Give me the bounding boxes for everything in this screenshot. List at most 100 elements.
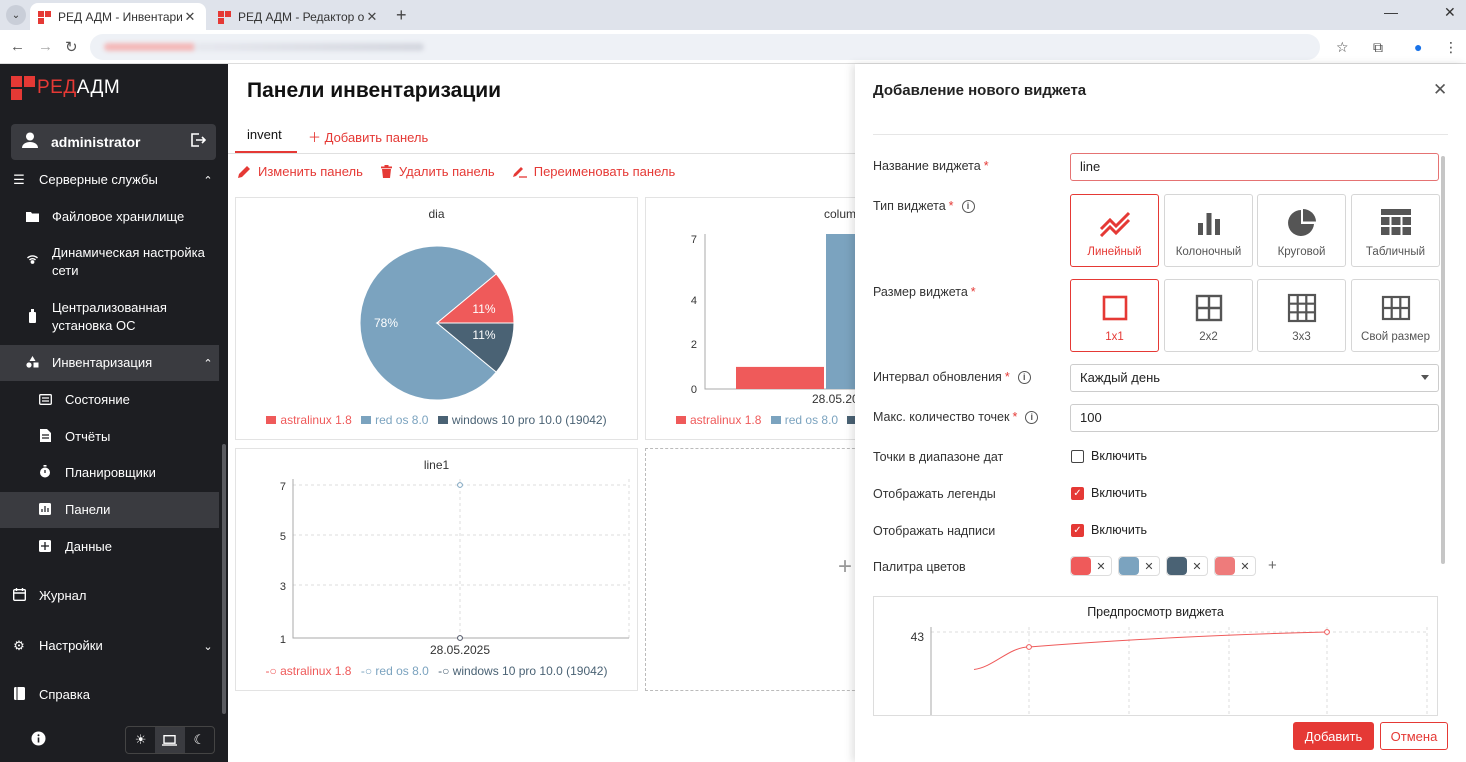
info-icon[interactable]: i xyxy=(1017,370,1031,384)
remove-color-icon[interactable]: ✕ xyxy=(1096,560,1106,573)
close-window-icon[interactable]: ✕ xyxy=(1444,4,1456,20)
legend-item[interactable]: astralinux 1.8 xyxy=(676,413,761,427)
close-tab-icon[interactable]: ✕ xyxy=(184,8,196,24)
dialog-title: Добавление нового виджета xyxy=(873,82,1087,99)
browser-tab-active[interactable]: РЕД АДМ - Инвентаризация ✕ xyxy=(30,3,206,30)
menu-dhcp[interactable]: Динамическая настройка сети xyxy=(0,244,219,280)
legend-item[interactable]: astralinux 1.8 xyxy=(266,413,352,427)
cancel-button[interactable]: Отмена xyxy=(1380,722,1448,750)
info-icon[interactable]: i xyxy=(1025,410,1039,424)
interval-select[interactable]: Каждый день xyxy=(1070,364,1439,392)
legend-item[interactable]: red os 8.0 xyxy=(361,413,428,427)
dark-theme-icon[interactable]: ☾ xyxy=(193,732,206,747)
date-range-checkbox[interactable]: Включить xyxy=(1071,449,1147,463)
add-panel-button[interactable]: ＋ Добавить панель xyxy=(308,127,428,146)
legend-item[interactable]: red os 8.0 xyxy=(770,413,839,427)
menu-os-install[interactable]: Централизованная установка ОС xyxy=(0,299,219,335)
menu-inv-panels[interactable]: Панели xyxy=(0,492,219,528)
close-icon[interactable]: ✕ xyxy=(1433,80,1448,99)
y-tick-label: 7 xyxy=(280,481,286,493)
app-logo[interactable]: РЕДАДМ xyxy=(11,76,120,100)
menu-inv-data[interactable]: Данные xyxy=(0,537,219,557)
size-2x2-tile[interactable]: 2x2 xyxy=(1164,279,1253,352)
size-1x1-tile[interactable]: 1x1 xyxy=(1070,279,1159,352)
type-line-tile[interactable]: Линейный xyxy=(1070,194,1159,267)
y-tick-label: 7 xyxy=(691,234,697,246)
type-table-tile[interactable]: Табличный xyxy=(1351,194,1440,267)
logout-icon[interactable] xyxy=(190,132,207,153)
add-button[interactable]: Добавить xyxy=(1293,722,1374,750)
legend-label: red os 8.0 xyxy=(784,413,839,427)
dialog-scrollbar[interactable] xyxy=(1441,156,1445,564)
menu-journal[interactable]: Журнал xyxy=(0,586,219,606)
remove-color-icon[interactable]: ✕ xyxy=(1144,560,1154,573)
menu-inv-schedulers[interactable]: Планировщики xyxy=(0,463,219,483)
checkbox-label: Включить xyxy=(1091,449,1148,463)
profile-icon[interactable]: ● xyxy=(1414,39,1423,55)
reload-icon[interactable]: ↻ xyxy=(65,39,78,56)
edit-panel-button[interactable]: Изменить панель xyxy=(238,164,363,179)
legend-item[interactable]: -○ astralinux 1.8 xyxy=(266,664,352,678)
browser-tab[interactable]: РЕД АДМ - Редактор об ✕ xyxy=(210,3,388,30)
widget-pie[interactable]: dia 78% 11% 11% astralinux 1.8 red os 8.… xyxy=(235,197,638,440)
add-widget-slot[interactable]: + xyxy=(645,448,865,691)
x-tick-label: 28.05.2025 xyxy=(430,643,490,657)
chevron-down-icon: ⌄ xyxy=(203,640,213,653)
x-tick-label: 28.05.20 xyxy=(812,392,859,406)
size-3x3-tile[interactable]: 3x3 xyxy=(1257,279,1346,352)
menu-help[interactable]: Справка xyxy=(0,685,219,705)
grid-2x2-icon xyxy=(1165,288,1252,328)
menu-inv-state[interactable]: Состояние xyxy=(0,390,219,410)
rename-panel-button[interactable]: Переименовать панель xyxy=(512,164,675,179)
widget-name-input[interactable]: line xyxy=(1070,153,1439,181)
close-tab-icon[interactable]: ✕ xyxy=(366,8,378,24)
menu-inv-reports[interactable]: Отчёты xyxy=(0,427,219,447)
axis xyxy=(292,479,629,639)
system-theme-icon[interactable] xyxy=(155,727,185,753)
captions-checkbox[interactable]: ✓ Включить xyxy=(1071,523,1147,537)
bookmark-star-icon[interactable]: ☆ xyxy=(1336,39,1349,55)
user-icon xyxy=(21,131,43,154)
tab-invent[interactable]: invent xyxy=(247,127,282,142)
menu-settings[interactable]: ⚙ Настройки ⌄ xyxy=(0,636,219,656)
legend-item[interactable]: -○ red os 8.0 xyxy=(361,664,429,678)
legend-checkbox[interactable]: ✓ Включить xyxy=(1071,486,1147,500)
legend-item[interactable] xyxy=(847,413,861,427)
info-icon[interactable]: i xyxy=(961,199,975,213)
interval-value: Каждый день xyxy=(1080,370,1161,385)
light-theme-icon[interactable]: ☀ xyxy=(134,732,147,747)
size-custom-tile[interactable]: Свой размер xyxy=(1351,279,1440,352)
back-icon[interactable]: ← xyxy=(10,38,25,55)
widget-line[interactable]: line1 7 5 3 1 28.05.2025 -○ astralinux 1… xyxy=(235,448,638,691)
legend-item[interactable]: windows 10 pro 10.0 (19042) xyxy=(437,413,607,427)
legend-item[interactable]: -○ windows 10 pro 10.0 (19042) xyxy=(438,664,607,678)
extensions-icon[interactable]: ⧉ xyxy=(1373,39,1383,55)
tab-search-icon[interactable]: ⌄ xyxy=(6,5,26,25)
address-bar[interactable] xyxy=(90,34,1320,60)
remove-color-icon[interactable]: ✕ xyxy=(1192,560,1202,573)
sidebar-scrollbar[interactable] xyxy=(222,444,226,714)
delete-panel-button[interactable]: Удалить панель xyxy=(380,164,495,179)
new-tab-button[interactable]: + xyxy=(396,5,407,25)
palette-color-chip[interactable]: ✕ xyxy=(1118,556,1160,576)
tile-label: Круговой xyxy=(1277,246,1326,258)
info-icon[interactable] xyxy=(31,731,46,749)
type-column-tile[interactable]: Колоночный xyxy=(1164,194,1253,267)
type-pie-tile[interactable]: Круговой xyxy=(1257,194,1346,267)
minimize-icon[interactable]: — xyxy=(1384,4,1398,20)
palette-color-chip[interactable]: ✕ xyxy=(1070,556,1112,576)
sidebar-footer: ☀ ☾ xyxy=(0,714,228,762)
palette-color-chip[interactable]: ✕ xyxy=(1214,556,1256,576)
menu-server-services[interactable]: ☰ Серверные службы ⌃ xyxy=(0,170,219,190)
max-points-input[interactable]: 100 xyxy=(1070,404,1439,432)
chart-legend: -○ astralinux 1.8 -○ red os 8.0 -○ windo… xyxy=(236,664,637,678)
menu-kebab-icon[interactable]: ⋮ xyxy=(1444,39,1458,55)
menu-file-storage[interactable]: Файловое хранилище xyxy=(0,207,219,227)
remove-color-icon[interactable]: ✕ xyxy=(1240,560,1250,573)
menu-inventory[interactable]: Инвентаризация ⌃ xyxy=(0,345,219,381)
widget-column[interactable]: colum 7 4 2 0 28.05.20 astralinux 1.8 re… xyxy=(645,197,865,440)
add-color-button[interactable]: + xyxy=(1268,557,1277,574)
forward-icon[interactable]: → xyxy=(38,38,53,55)
palette-color-chip[interactable]: ✕ xyxy=(1166,556,1208,576)
state-icon xyxy=(37,393,53,408)
